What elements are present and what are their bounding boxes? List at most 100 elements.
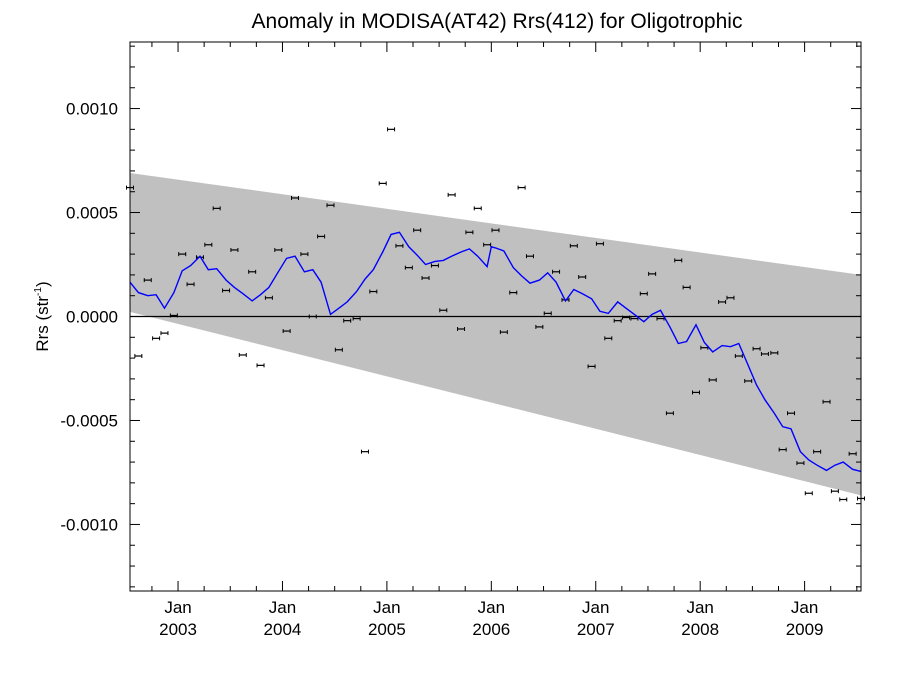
y-tick-label: 0.0000 <box>66 308 118 327</box>
data-point <box>726 295 735 300</box>
y-tick-label: -0.0010 <box>60 515 118 534</box>
x-tick-month: Jan <box>269 598 296 617</box>
x-axis-ticks: Jan 2003 Jan 2004 Jan 2005 Jan 2006 Jan 2007 Jan 20… <box>151 42 858 639</box>
data-point <box>473 206 482 211</box>
data-point <box>186 282 195 287</box>
data-point <box>326 203 335 208</box>
data-point <box>778 447 787 452</box>
y-axis-title-main: Rrs (str <box>33 296 52 352</box>
data-point <box>665 411 674 416</box>
x-tick-year: 2006 <box>472 620 510 639</box>
series-line <box>129 231 862 473</box>
data-point <box>796 461 805 466</box>
data-point <box>752 346 761 351</box>
x-tick-month: Jan <box>791 598 818 617</box>
data-point <box>457 326 466 331</box>
data-point <box>734 354 743 359</box>
data-point <box>804 491 813 496</box>
data-point <box>378 181 387 186</box>
y-tick-label: 0.0005 <box>66 204 118 223</box>
data-point <box>212 206 221 211</box>
data-point <box>274 247 283 252</box>
data-point <box>169 313 178 318</box>
data-point <box>430 263 439 268</box>
data-point <box>143 278 152 283</box>
y-tick-label: 0.0010 <box>66 100 118 119</box>
data-point <box>499 330 508 335</box>
data-point <box>465 230 474 235</box>
data-point <box>604 336 613 341</box>
y-tick-label: -0.0005 <box>60 411 118 430</box>
data-point <box>439 308 448 313</box>
data-point <box>447 192 456 197</box>
x-tick-year: 2009 <box>786 620 824 639</box>
data-point <box>491 228 500 233</box>
data-point <box>692 390 701 395</box>
plot-area: 0.0010 0.0005 0.0000 -0.0005 -0.0010 Jan 2003… <box>60 41 865 639</box>
data-point <box>543 311 552 316</box>
x-tick-year: 2003 <box>159 620 197 639</box>
data-point <box>839 497 848 502</box>
data-point <box>595 241 604 246</box>
data-point <box>222 288 231 293</box>
data-point <box>674 258 683 263</box>
data-point <box>613 318 622 323</box>
data-point <box>152 336 161 341</box>
chart-title: Anomaly in MODISA(AT42) Rrs(412) for Oli… <box>252 10 743 33</box>
x-tick-month: Jan <box>478 598 505 617</box>
data-point <box>395 243 404 248</box>
data-point <box>848 451 857 456</box>
data-points <box>126 127 865 502</box>
data-point <box>509 290 518 295</box>
data-point <box>290 195 299 200</box>
data-point <box>830 489 839 494</box>
data-point <box>264 295 273 300</box>
data-point <box>256 363 265 368</box>
x-tick-month: Jan <box>686 598 713 617</box>
data-point <box>387 127 396 132</box>
data-point <box>587 364 596 369</box>
data-point <box>770 350 779 355</box>
series-layer <box>129 231 862 473</box>
data-point <box>352 316 361 321</box>
x-tick-year: 2007 <box>577 620 615 639</box>
data-point <box>483 242 492 247</box>
data-point <box>204 242 213 247</box>
y-axis-title: Rrs (str-1) <box>33 281 52 351</box>
data-point <box>369 289 378 294</box>
data-point <box>360 449 369 454</box>
data-point <box>744 378 753 383</box>
data-point <box>718 299 727 304</box>
x-tick-month: Jan <box>582 598 609 617</box>
data-point <box>708 377 717 382</box>
y-axis-title-superscript: -1 <box>33 287 44 296</box>
data-point <box>404 265 413 270</box>
y-axis-ticks: 0.0010 0.0005 0.0000 -0.0005 -0.0010 <box>60 45 861 588</box>
data-point <box>682 285 691 290</box>
data-point <box>648 271 657 276</box>
data-point <box>134 354 143 359</box>
data-point <box>578 274 587 279</box>
x-tick-month: Jan <box>164 598 191 617</box>
data-point <box>300 252 309 257</box>
data-point <box>760 351 769 356</box>
x-tick-year: 2004 <box>264 620 302 639</box>
data-point <box>639 291 648 296</box>
x-tick-year: 2008 <box>681 620 719 639</box>
data-point <box>813 449 822 454</box>
data-point <box>334 347 343 352</box>
data-point <box>343 318 352 323</box>
data-point <box>569 243 578 248</box>
data-point <box>517 185 526 190</box>
data-point <box>238 352 247 357</box>
confidence-band <box>130 173 861 496</box>
data-point <box>535 324 544 329</box>
data-point <box>822 399 831 404</box>
x-tick-year: 2005 <box>368 620 406 639</box>
data-point <box>248 269 257 274</box>
data-point <box>230 247 239 252</box>
data-point <box>787 411 796 416</box>
data-point <box>178 252 187 257</box>
data-point <box>421 276 430 281</box>
